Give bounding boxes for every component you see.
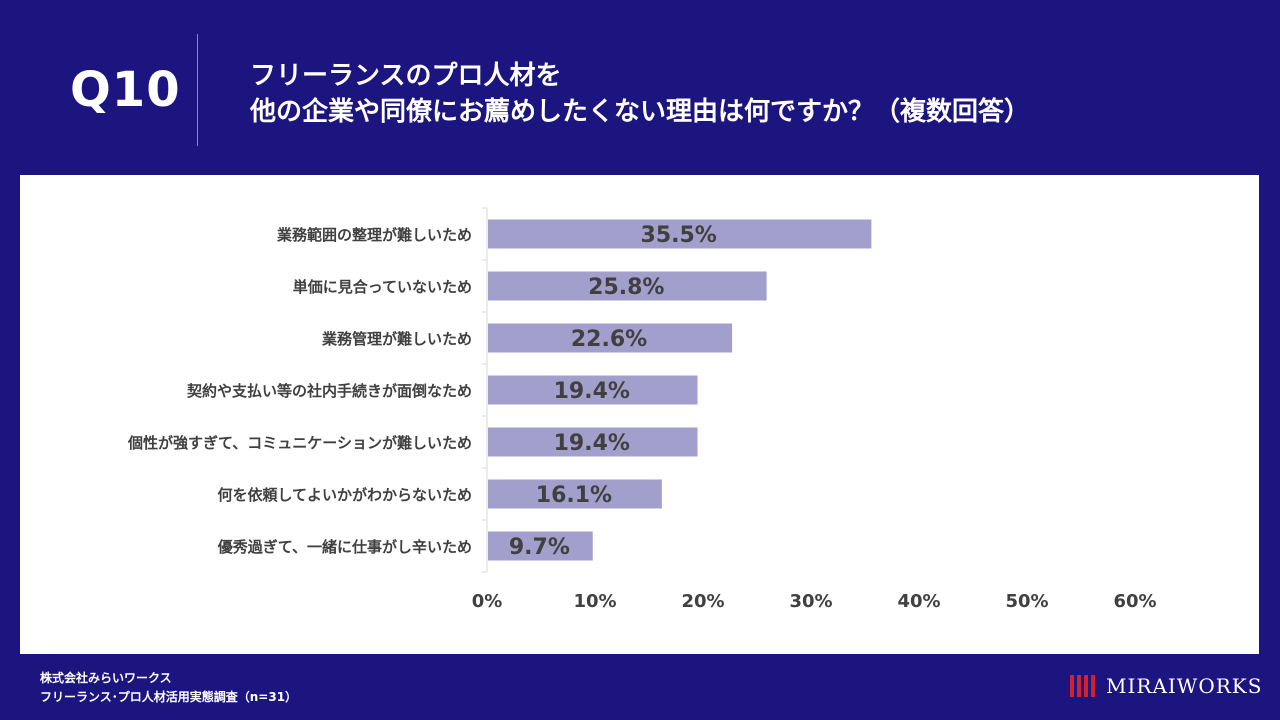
question-number: Q10 xyxy=(70,62,181,118)
category-label: 優秀過ぎて、一緒に仕事がし辛いため xyxy=(217,538,472,556)
category-label: 何を依頼してよいかがわからないため xyxy=(217,486,472,504)
category-label: 個性が強すぎて、コミュニケーションが難しいため xyxy=(127,434,472,452)
bar xyxy=(488,375,698,405)
logo-mark-icon xyxy=(1070,675,1095,697)
data-label: 19.4% xyxy=(554,379,630,404)
bar xyxy=(488,219,872,249)
footer-survey: フリーランス･プロ人材活用実態調査（n=31） xyxy=(40,690,298,704)
x-tick-label: 40% xyxy=(897,591,940,612)
x-tick-label: 30% xyxy=(789,591,832,612)
page-title: フリーランスのプロ人材を 他の企業や同僚にお薦めしたくない理由は何ですか？（複数… xyxy=(250,58,1030,130)
bar xyxy=(488,271,767,301)
data-label: 16.1% xyxy=(536,483,612,508)
x-tick-label: 10% xyxy=(573,591,616,612)
x-tick-label: 0% xyxy=(472,591,503,612)
category-label: 業務範囲の整理が難しいため xyxy=(276,226,472,244)
x-tick-label: 60% xyxy=(1113,591,1156,612)
data-label: 9.7% xyxy=(509,535,570,560)
x-tick-label: 20% xyxy=(681,591,724,612)
category-label: 単価に見合っていないため xyxy=(293,278,472,296)
footer: 株式会社みらいワークス フリーランス･プロ人材活用実態調査（n=31） xyxy=(40,669,297,707)
bar xyxy=(488,531,593,561)
logo: MIRAIWORKS xyxy=(1068,673,1262,699)
header-divider xyxy=(197,34,198,146)
bar xyxy=(488,479,662,509)
data-label: 25.8% xyxy=(588,275,664,300)
data-label: 35.5% xyxy=(641,223,717,248)
category-label: 契約や支払い等の社内手続きが面倒なため xyxy=(186,382,472,400)
bar xyxy=(488,427,698,457)
title-line-1: フリーランスのプロ人材を xyxy=(250,61,562,91)
bar-chart: 業務範囲の整理が難しいため 35.5% 単価に見合っていないため 25.8% 業務管理が… xyxy=(127,207,1157,612)
bar xyxy=(488,323,733,353)
logo-text: MIRAIWORKS xyxy=(1106,674,1263,698)
footer-company: 株式会社みらいワークス xyxy=(40,671,172,685)
category-label: 業務管理が難しいため xyxy=(321,330,472,348)
chart-panel: 業務範囲の整理が難しいため 35.5% 単価に見合っていないため 25.8% 業務管理が… xyxy=(20,175,1259,654)
data-label: 22.6% xyxy=(571,327,647,352)
data-label: 19.4% xyxy=(554,431,630,456)
title-line-2: 他の企業や同僚にお薦めしたくない理由は何ですか？（複数回答） xyxy=(250,97,1031,127)
x-tick-label: 50% xyxy=(1005,591,1048,612)
